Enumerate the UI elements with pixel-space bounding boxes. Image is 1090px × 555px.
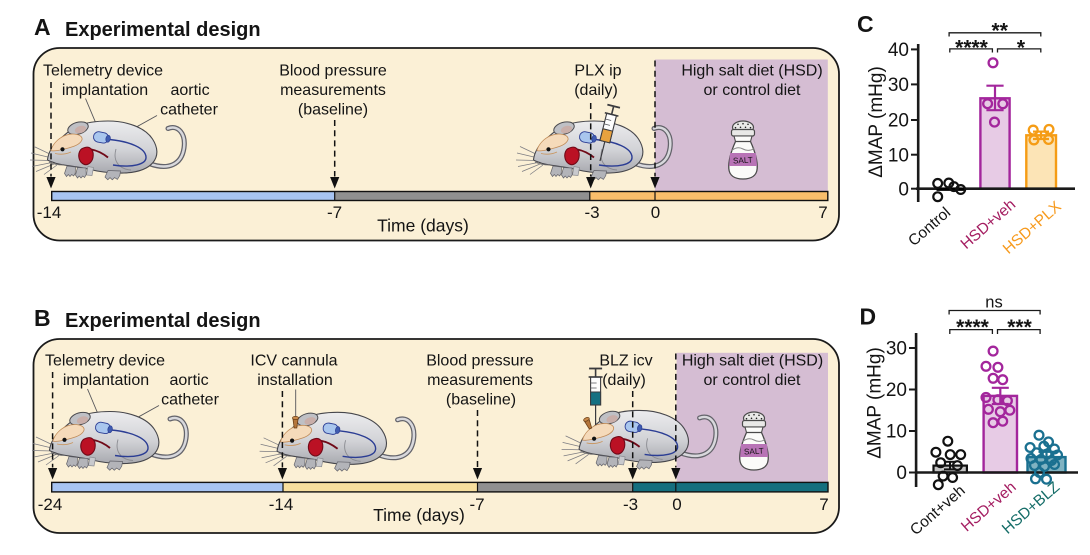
svg-text:ΔMAP (mHg): ΔMAP (mHg) (865, 347, 886, 459)
svg-text:or control diet: or control diet (704, 372, 801, 389)
svg-text:**: ** (992, 20, 1009, 43)
svg-text:0: 0 (896, 463, 907, 484)
svg-text:implantation: implantation (62, 82, 148, 99)
svg-text:-3: -3 (623, 495, 638, 514)
svg-text:Time (days): Time (days) (373, 505, 465, 525)
svg-text:0: 0 (898, 179, 909, 200)
svg-text:20: 20 (888, 111, 909, 132)
svg-text:-14: -14 (269, 495, 294, 514)
svg-text:-24: -24 (38, 495, 63, 514)
svg-text:10: 10 (886, 422, 907, 443)
svg-text:A: A (34, 14, 51, 40)
svg-text:7: 7 (818, 203, 827, 222)
svg-text:-3: -3 (584, 203, 599, 222)
svg-text:30: 30 (888, 75, 909, 96)
svg-text:0: 0 (651, 203, 660, 222)
svg-text:C: C (857, 11, 874, 37)
svg-text:-7: -7 (327, 203, 342, 222)
svg-text:Cont+veh: Cont+veh (907, 482, 969, 539)
svg-text:installation: installation (257, 372, 333, 389)
svg-text:0: 0 (672, 495, 681, 514)
svg-text:aortic: aortic (170, 82, 209, 99)
svg-text:ΔMAP (mHg): ΔMAP (mHg) (866, 66, 887, 178)
svg-text:BLZ icv: BLZ icv (599, 353, 652, 370)
svg-text:-14: -14 (37, 203, 62, 222)
svg-text:7: 7 (819, 495, 828, 514)
svg-text:(daily): (daily) (602, 372, 646, 389)
svg-text:or control diet: or control diet (704, 82, 801, 99)
svg-text:aortic: aortic (169, 372, 208, 389)
svg-text:Experimental design: Experimental design (65, 19, 261, 41)
svg-text:(baseline): (baseline) (446, 392, 516, 409)
svg-text:D: D (860, 304, 877, 330)
svg-text:(daily): (daily) (574, 82, 618, 99)
svg-text:Blood pressure: Blood pressure (426, 353, 534, 370)
svg-text:measurements: measurements (427, 372, 533, 389)
svg-text:ICV cannula: ICV cannula (250, 353, 337, 370)
svg-text:20: 20 (886, 380, 907, 401)
svg-text:measurements: measurements (280, 82, 386, 99)
svg-text:****: **** (955, 36, 989, 59)
svg-text:Telemetry device: Telemetry device (43, 63, 163, 80)
svg-text:Experimental design: Experimental design (65, 310, 261, 332)
svg-text:****: **** (956, 316, 990, 339)
svg-text:10: 10 (888, 145, 909, 166)
svg-text:High salt diet (HSD): High salt diet (HSD) (682, 353, 823, 370)
svg-text:-7: -7 (469, 495, 484, 514)
svg-text:***: *** (1007, 316, 1032, 339)
svg-text:PLX ip: PLX ip (574, 63, 621, 80)
svg-text:B: B (34, 305, 51, 331)
svg-text:implantation: implantation (63, 372, 149, 389)
svg-text:catheter: catheter (160, 102, 218, 119)
svg-text:Control: Control (905, 204, 954, 250)
svg-text:(baseline): (baseline) (298, 102, 368, 119)
svg-text:Blood pressure: Blood pressure (279, 63, 387, 80)
svg-text:Telemetry device: Telemetry device (45, 353, 165, 370)
svg-text:*: * (1017, 36, 1026, 59)
svg-text:catheter: catheter (161, 392, 219, 409)
svg-text:Time (days): Time (days) (377, 216, 469, 236)
svg-text:30: 30 (886, 339, 907, 360)
svg-text:ns: ns (985, 294, 1002, 312)
svg-text:High salt diet (HSD): High salt diet (HSD) (681, 63, 822, 80)
svg-text:40: 40 (888, 40, 909, 61)
